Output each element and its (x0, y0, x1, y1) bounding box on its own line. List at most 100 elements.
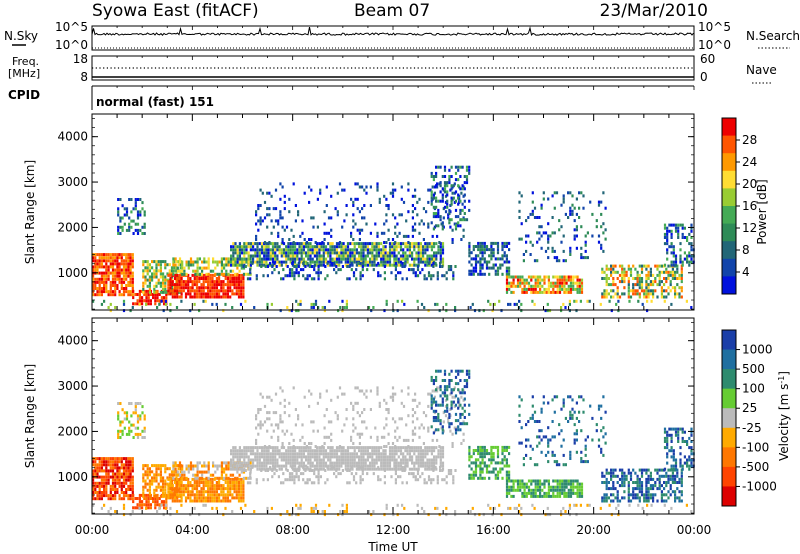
power-cell (127, 259, 130, 263)
velocity-cell (271, 464, 275, 468)
power-cell (625, 273, 628, 277)
velocity-cell (159, 488, 162, 492)
power-cell (446, 199, 449, 203)
velocity-cell (107, 481, 110, 485)
colorbar-swatch (722, 153, 736, 172)
velocity-cell (98, 484, 101, 488)
velocity-cell (224, 499, 227, 503)
power-cell (508, 275, 511, 279)
velocity-cell (336, 395, 339, 399)
power-cell (310, 265, 314, 268)
power-cell (607, 277, 610, 280)
velocity-cell (270, 398, 273, 402)
power-cell (425, 277, 428, 281)
power-cell (349, 242, 352, 246)
velocity-cell (103, 494, 106, 498)
power-cell (260, 245, 264, 249)
power-cell (603, 292, 606, 296)
power-cell (525, 219, 528, 223)
power-cell (450, 202, 453, 206)
velocity-cell (114, 460, 117, 464)
velocity-cell (408, 449, 411, 453)
velocity-cell (198, 499, 201, 503)
power-cell (283, 194, 286, 198)
power-cell (151, 266, 154, 270)
power-cell (265, 245, 268, 249)
power-cell (100, 287, 103, 290)
power-cell (255, 238, 258, 241)
velocity-cell (286, 469, 289, 472)
power-cell (420, 219, 423, 223)
velocity-cell (411, 458, 414, 462)
velocity-cell (433, 455, 436, 459)
velocity-cell (390, 475, 393, 479)
power-cell (257, 207, 260, 211)
velocity-cell (92, 472, 95, 476)
power-cell (193, 302, 196, 306)
power-cell (268, 241, 271, 244)
power-cell (240, 286, 243, 290)
velocity-cell (193, 487, 196, 491)
power-cell (212, 269, 215, 273)
velocity-cell (223, 461, 226, 465)
power-cell (519, 281, 522, 285)
power-cell (353, 254, 356, 258)
power-cell (240, 273, 243, 277)
power-cell (168, 269, 171, 273)
power-cell (184, 283, 188, 287)
power-cell (391, 245, 394, 249)
nsky-line (91, 26, 694, 37)
velocity-cell (100, 494, 103, 498)
power-cell (427, 222, 430, 226)
velocity-cell (211, 490, 214, 494)
velocity-cell (136, 432, 140, 436)
power-cell (282, 242, 286, 246)
velocity-cell (269, 461, 272, 465)
power-cell (412, 271, 415, 275)
power-cell (377, 274, 380, 278)
power-cell (361, 265, 364, 268)
power-cell (311, 260, 314, 264)
power-cell (288, 197, 291, 201)
velocity-cell (116, 466, 119, 470)
power-cell (187, 260, 190, 264)
power-cell (647, 283, 650, 287)
velocity-cell (156, 497, 159, 500)
power-cell (536, 290, 539, 294)
power-cell (105, 271, 108, 275)
power-cell (520, 222, 523, 226)
power-cell (155, 263, 158, 267)
power-cell (259, 204, 262, 207)
power-cell (123, 207, 126, 211)
velocity-cell (100, 466, 103, 470)
power-cell (470, 272, 473, 276)
velocity-cell (196, 467, 199, 471)
velocity-cell (262, 478, 265, 482)
power-cell (366, 254, 369, 258)
power-cell (235, 289, 238, 293)
power-cell (377, 245, 380, 249)
power-cell (107, 306, 110, 309)
power-cell (439, 165, 442, 169)
velocity-cell (202, 499, 205, 503)
power-cell (632, 277, 635, 280)
velocity-cell (129, 472, 132, 476)
velocity-cell (175, 470, 178, 474)
power-cell (555, 256, 559, 260)
velocity-cell (353, 461, 356, 465)
power-cell (441, 245, 445, 249)
power-cell (371, 245, 374, 249)
velocity-cell (351, 455, 354, 459)
velocity-cell (366, 449, 369, 453)
velocity-cell (298, 461, 301, 465)
power-cell (578, 284, 581, 288)
power-cell (225, 269, 228, 273)
power-cell (530, 275, 533, 279)
power-cell (307, 242, 310, 246)
velocity-cell (324, 455, 328, 459)
power-cell (660, 286, 663, 290)
power-cell (256, 254, 259, 258)
power-cell (373, 260, 376, 264)
velocity-cell (159, 470, 162, 474)
